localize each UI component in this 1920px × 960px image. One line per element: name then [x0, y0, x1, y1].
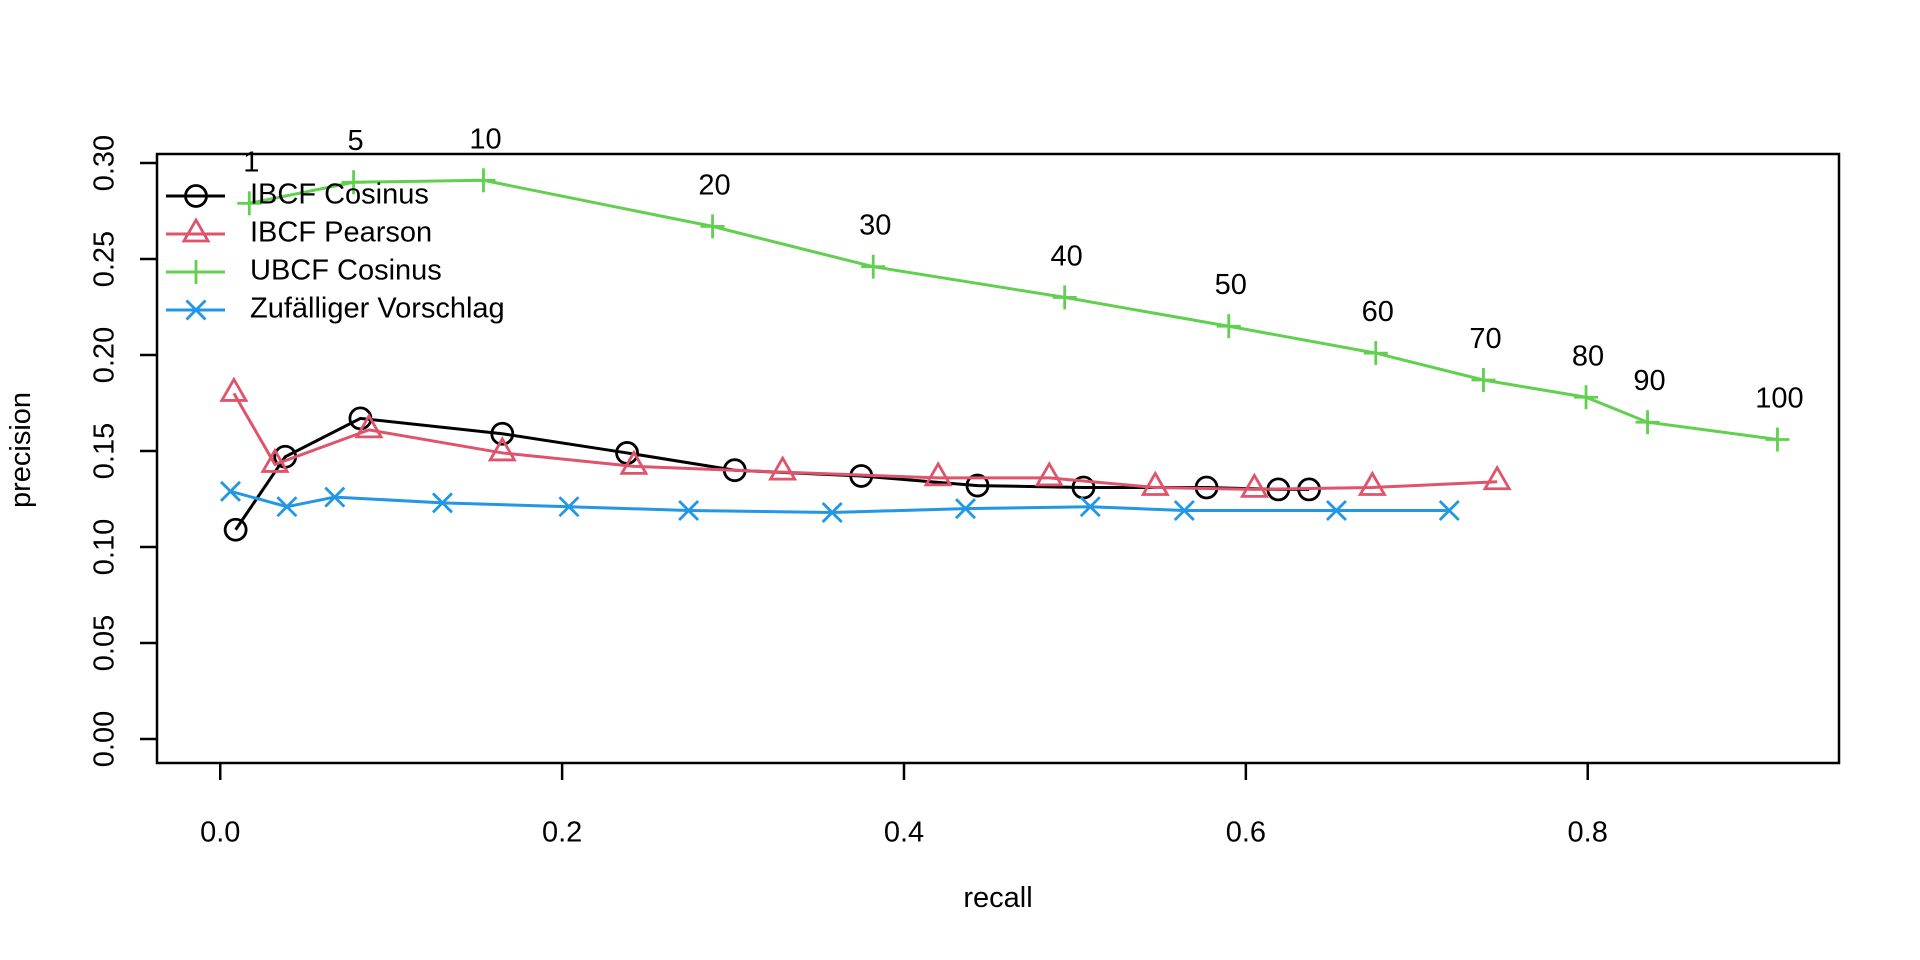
series-3	[220, 480, 1460, 523]
x-axis-tick-label: 0.2	[542, 817, 582, 849]
point-label: 30	[859, 210, 891, 242]
y-axis-tick-label: 0.15	[89, 423, 121, 479]
triangle-marker	[181, 217, 211, 243]
series-1	[219, 376, 1512, 498]
circle-marker	[184, 184, 208, 208]
triangle-marker	[219, 376, 249, 402]
circle-marker	[223, 517, 248, 542]
point-label: 40	[1051, 240, 1083, 272]
legend-label: IBCF Cosinus	[250, 179, 429, 211]
y-axis: 0.00 0.05 0.10 0.15 0.20 0.25 0.30	[89, 135, 157, 767]
legend-label: UBCF Cosinus	[250, 255, 442, 287]
triangle-marker	[619, 449, 649, 475]
x-marker	[558, 496, 580, 518]
x-marker	[324, 486, 346, 508]
x-marker	[185, 299, 207, 321]
triangle-marker	[1239, 472, 1269, 498]
triangle-marker	[1034, 461, 1064, 487]
y-axis-tick-label: 0.05	[89, 615, 121, 671]
point-label: 10	[469, 123, 501, 155]
legend-item: IBCF Cosinus	[166, 179, 429, 211]
legend-item: UBCF Cosinus	[166, 255, 442, 287]
x-axis-title: recall	[963, 882, 1032, 914]
x-marker	[955, 498, 977, 520]
point-label: 90	[1633, 365, 1665, 397]
triangle-marker	[923, 461, 953, 487]
triangle-marker	[1482, 464, 1512, 491]
x-marker	[276, 496, 298, 518]
x-axis: 0.0 0.2 0.4 0.6 0.8	[200, 763, 1608, 849]
legend: IBCF Cosinus IBCF Pearson UBCF Cosinus Zufä…	[166, 179, 505, 325]
x-axis-tick-label: 0.8	[1568, 817, 1608, 849]
point-label: 5	[348, 125, 364, 157]
y-axis-tick-label: 0.25	[89, 231, 121, 287]
series-2: 1 5 10 20 30 40 50 60 70 80 90 100	[237, 123, 1804, 452]
triangle-marker	[354, 413, 384, 439]
triangle-marker	[487, 436, 517, 462]
triangle-marker	[260, 447, 290, 473]
x-axis-tick-label: 0.6	[1226, 817, 1266, 849]
x-marker	[220, 480, 241, 502]
y-axis-title: precision	[5, 392, 37, 508]
point-label: 80	[1572, 340, 1604, 372]
triangle-marker	[768, 455, 798, 481]
circle-marker	[490, 421, 515, 446]
legend-item: Zufälliger Vorschlag	[166, 293, 505, 325]
x-marker	[1173, 500, 1195, 522]
series-line	[232, 392, 1498, 491]
legend-item: IBCF Pearson	[166, 217, 432, 249]
point-label: 70	[1469, 323, 1501, 355]
triangle-marker	[1357, 470, 1387, 496]
x-marker	[678, 500, 700, 522]
legend-label: Zufälliger Vorschlag	[250, 293, 505, 325]
point-label: 60	[1362, 296, 1394, 328]
point-label: 20	[698, 169, 730, 201]
x-axis-tick-label: 0.4	[884, 817, 924, 849]
x-marker	[1325, 500, 1347, 522]
x-marker	[431, 492, 453, 514]
y-axis-tick-label: 0.10	[89, 519, 121, 575]
x-marker	[1438, 500, 1460, 522]
circle-marker	[965, 473, 990, 498]
triangle-marker	[1140, 470, 1170, 496]
point-label: 1	[243, 146, 259, 178]
x-marker	[821, 501, 843, 523]
series-line	[230, 489, 1450, 514]
y-axis-tick-label: 0.20	[89, 327, 121, 383]
y-axis-tick-label: 0.00	[89, 711, 121, 767]
point-label: 50	[1215, 269, 1247, 301]
y-axis-tick-label: 0.30	[89, 135, 121, 191]
point-label: 100	[1755, 382, 1803, 414]
x-marker	[1079, 496, 1101, 518]
series-line	[249, 178, 1778, 441]
x-axis-tick-label: 0.0	[200, 817, 240, 849]
legend-label: IBCF Pearson	[250, 217, 432, 249]
plot-box	[155, 152, 1841, 765]
